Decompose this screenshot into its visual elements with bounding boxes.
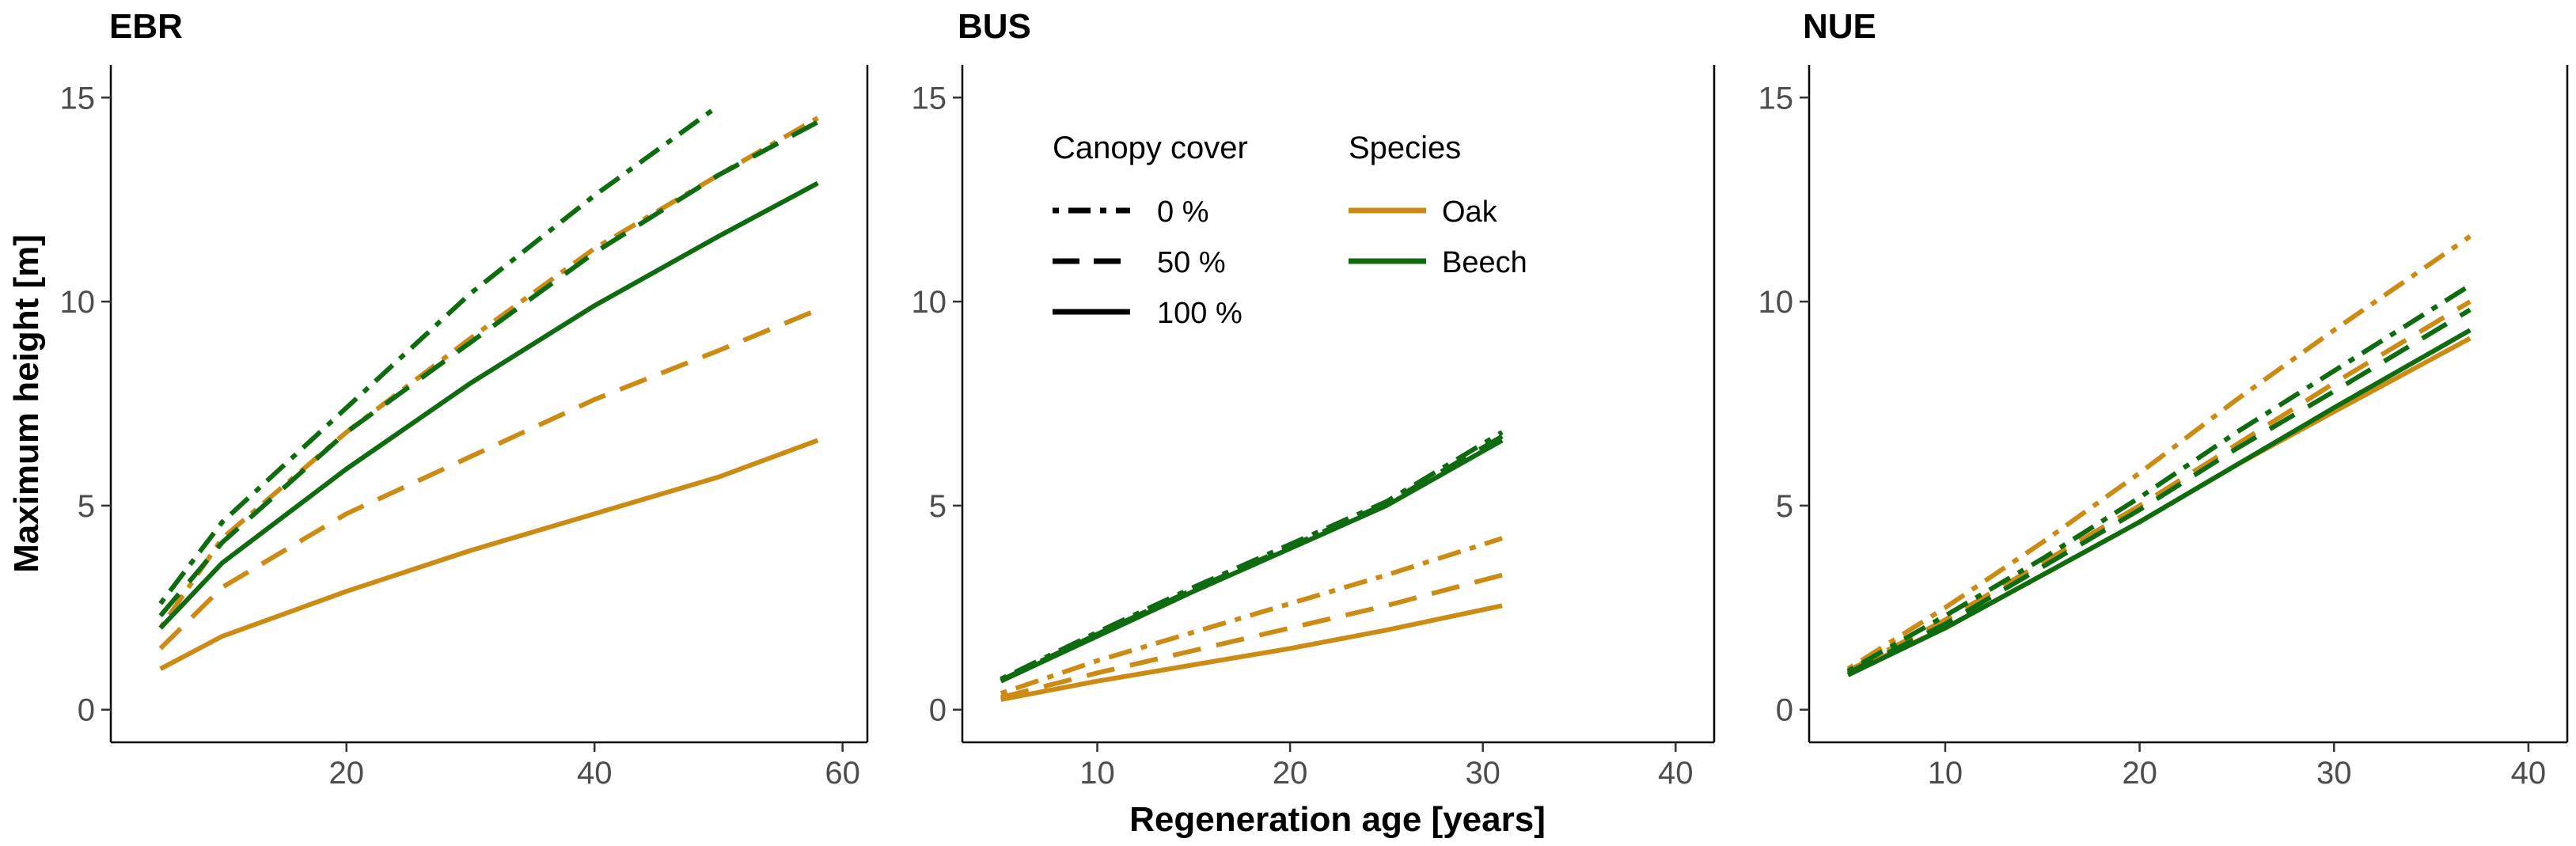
legend-label-canopy-50: 50 % (1157, 246, 1226, 279)
legend: Canopy cover Species 0 % 50 % 100 % Oak … (1053, 131, 1527, 330)
series-line-ebr-beech-50 (158, 120, 819, 618)
panel-title-ebr: EBR (109, 7, 183, 46)
panel-nue-ytick-label-5: 5 (1776, 489, 1793, 524)
panel-bus-ytick-label-15: 15 (912, 81, 947, 116)
panel-nue-ytick-label-0: 0 (1776, 693, 1793, 728)
panel-nue-series (1846, 234, 2472, 677)
series-line-ebr-oak-50 (158, 307, 819, 651)
panel-ebr-ytick-label-10: 10 (60, 285, 96, 320)
panel-ebr-ytick-label-15: 15 (60, 81, 96, 116)
series-line-nue-beech-50 (1846, 307, 2472, 675)
series-line-ebr-beech-100 (158, 180, 819, 630)
panel-bus-xtick-label-40: 40 (1658, 756, 1694, 791)
series-line-bus-oak-50 (1000, 572, 1503, 700)
series-line-nue-beech-0 (1846, 283, 2472, 673)
panel-nue-ytick-label-15: 15 (1758, 81, 1794, 116)
panel-ebr-xtick-label-60: 60 (825, 756, 860, 791)
panel-title-bus: BUS (958, 7, 1031, 46)
legend-label-canopy-100: 100 % (1157, 297, 1242, 330)
panel-bus-ytick-label-0: 0 (929, 693, 947, 728)
panel-bus-ytick-label-5: 5 (929, 489, 947, 524)
panel-nue-xtick-label-40: 40 (2511, 756, 2547, 791)
panel-bus-xtick-label-10: 10 (1079, 756, 1115, 791)
panel-nue-ytick-label-10: 10 (1758, 285, 1794, 320)
panel-ebr-ytick-label-5: 5 (78, 489, 95, 524)
panel-ebr-xtick-label-20: 20 (329, 756, 365, 791)
panel-ebr-ytick-label-0: 0 (78, 693, 95, 728)
series-line-bus-beech-0 (1000, 430, 1504, 681)
panel-bus-ytick-label-10: 10 (912, 285, 947, 320)
series-line-bus-oak-0 (1000, 536, 1504, 696)
panel-nue: NUE 0 5 10 15 10 20 30 40 (1758, 7, 2569, 791)
legend-canopy-title: Canopy cover (1053, 131, 1248, 165)
panel-nue-xtick-label-30: 30 (2316, 756, 2352, 791)
legend-label-species-beech: Beech (1442, 246, 1527, 279)
panel-bus-xtick-label-30: 30 (1465, 756, 1500, 791)
series-line-ebr-oak-100 (159, 438, 819, 671)
panel-nue-ticks: 0 5 10 15 10 20 30 40 (1758, 81, 2547, 791)
legend-species-title: Species (1349, 131, 1461, 165)
panel-nue-xtick-label-10: 10 (1928, 756, 1963, 791)
legend-label-species-oak: Oak (1442, 195, 1498, 229)
panel-ebr-series (158, 104, 819, 671)
panel-ebr-ticks: 0 5 10 15 20 40 60 (60, 81, 860, 791)
series-line-nue-oak-50 (1846, 299, 2472, 673)
series-line-nue-beech-100 (1846, 328, 2472, 677)
panel-bus-xtick-label-20: 20 (1273, 756, 1308, 791)
panel-ebr-xtick-label-40: 40 (577, 756, 613, 791)
legend-label-canopy-0: 0 % (1157, 195, 1208, 229)
x-axis-title: Regeneration age [years] (1129, 800, 1546, 839)
panel-nue-xtick-label-20: 20 (2122, 756, 2157, 791)
series-line-bus-oak-100 (1000, 603, 1503, 702)
panel-bus-series (1000, 430, 1504, 702)
series-line-nue-oak-0 (1846, 234, 2472, 671)
y-axis-title: Maximum height [m] (7, 234, 46, 573)
panel-bus-ticks: 0 5 10 15 10 20 30 40 (912, 81, 1694, 791)
series-line-ebr-beech-0 (158, 104, 720, 605)
panel-ebr: EBR 0 5 10 15 20 40 60 (60, 7, 869, 791)
panel-bus: BUS 0 5 10 15 10 20 30 40 (912, 7, 1716, 791)
panel-title-nue: NUE (1803, 7, 1876, 46)
